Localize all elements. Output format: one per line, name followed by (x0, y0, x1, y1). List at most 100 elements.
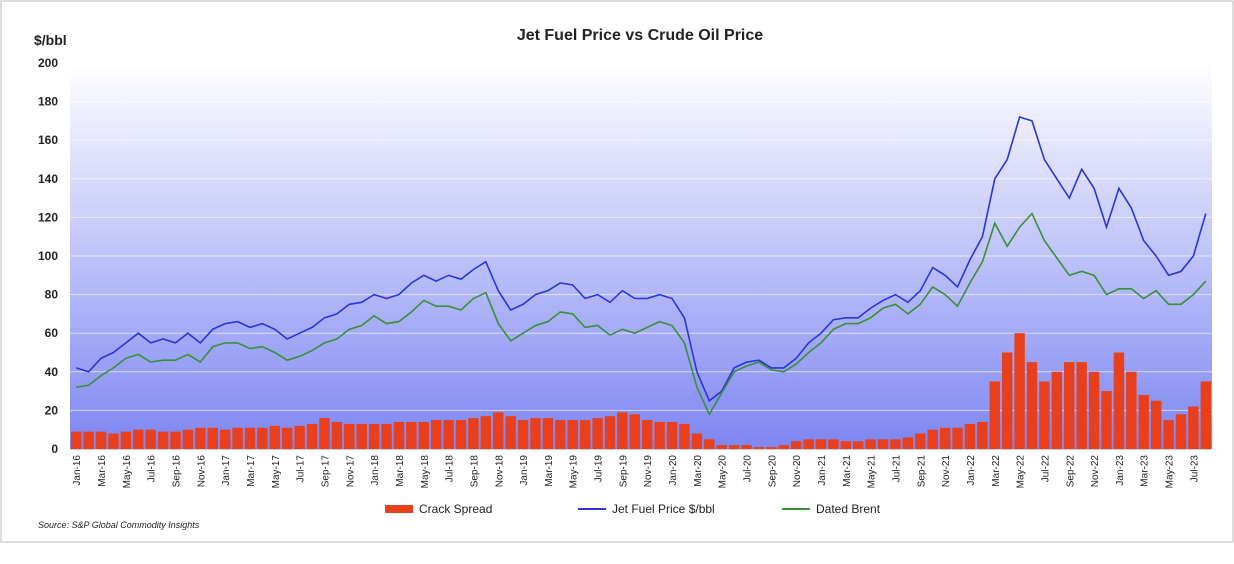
bar (493, 412, 504, 449)
x-tick-label: Nov-20 (792, 455, 803, 488)
x-tick-label: Mar-20 (693, 455, 704, 487)
x-tick-label: May-20 (718, 455, 729, 489)
bar (853, 441, 864, 449)
x-tick-label: Mar-21 (842, 455, 853, 487)
bar (344, 423, 355, 449)
x-tick-label: Mar-19 (544, 455, 555, 487)
bar (915, 433, 926, 449)
bar (182, 429, 194, 449)
bar (753, 447, 765, 449)
bar (443, 420, 454, 449)
bar (368, 423, 380, 449)
bar (890, 439, 901, 449)
bar (877, 439, 889, 449)
x-tick-label: Nov-18 (494, 455, 505, 488)
bar (108, 433, 119, 449)
bar (257, 427, 268, 449)
bar (629, 414, 641, 449)
bar (356, 423, 367, 449)
legend-swatch (385, 505, 413, 513)
x-tick-label: Sep-20 (767, 455, 778, 488)
y-tick-label: 180 (38, 95, 58, 109)
bar (1200, 381, 1212, 449)
bar (133, 429, 144, 449)
x-tick-label: May-18 (420, 455, 431, 489)
bar (1175, 414, 1187, 449)
x-tick-label: Sep-21 (916, 455, 927, 488)
x-tick-label: Jul-20 (743, 455, 754, 483)
bar (244, 427, 256, 449)
x-tick-label: Mar-23 (1140, 455, 1151, 487)
bar (1138, 394, 1149, 449)
bar (865, 439, 876, 449)
bar (666, 421, 678, 449)
y-tick-label: 20 (45, 403, 59, 417)
x-tick-label: Nov-17 (345, 455, 356, 488)
bar (1188, 406, 1199, 449)
x-tick-label: Sep-19 (618, 455, 629, 488)
bar (939, 427, 951, 449)
bar (691, 433, 703, 449)
x-tick-label: Nov-21 (941, 455, 952, 488)
legend-label: Jet Fuel Price $/bbl (612, 502, 715, 516)
x-tick-label: Sep-18 (469, 455, 480, 488)
y-tick-label: 100 (38, 249, 58, 263)
x-tick-label: Sep-17 (320, 455, 331, 488)
bar (393, 421, 405, 449)
bar (902, 437, 914, 449)
x-tick-label: Mar-17 (246, 455, 257, 487)
x-tick-label: Jul-21 (891, 455, 902, 483)
bar (952, 427, 963, 449)
legend-label: Dated Brent (816, 502, 881, 516)
bar (790, 441, 802, 449)
bar (95, 431, 107, 449)
bar (1064, 362, 1075, 449)
bar (1076, 362, 1087, 449)
x-tick-label: Jan-21 (817, 455, 828, 486)
legend-label: Crack Spread (419, 502, 492, 516)
bar (1014, 333, 1025, 449)
x-tick-label: Jul-23 (1189, 455, 1200, 483)
bar (1163, 420, 1174, 449)
bar (778, 445, 789, 449)
x-tick-label: Jul-19 (594, 455, 605, 483)
bar (579, 420, 591, 449)
x-tick-label: Jan-20 (668, 455, 679, 486)
x-tick-label: Jan-17 (221, 455, 232, 486)
bar (555, 420, 566, 449)
bar (964, 423, 976, 449)
bar (716, 445, 727, 449)
x-tick-label: Nov-22 (1090, 455, 1101, 488)
bar (704, 439, 715, 449)
bar (1150, 400, 1162, 449)
bar (641, 420, 653, 449)
bar (70, 431, 82, 449)
bar (1113, 352, 1125, 449)
x-tick-label: May-17 (271, 455, 282, 489)
bar (803, 439, 814, 449)
bar (430, 420, 442, 449)
bar (145, 429, 156, 449)
bar (741, 445, 752, 449)
bar (157, 431, 169, 449)
x-tick-label: May-21 (867, 455, 878, 489)
bar (83, 431, 94, 449)
bar (530, 418, 541, 449)
bar (977, 421, 988, 449)
bar (517, 420, 529, 449)
bar (1126, 371, 1137, 449)
x-tick-label: Jan-22 (966, 455, 977, 486)
y-tick-label: 60 (45, 326, 59, 340)
bar (120, 431, 132, 449)
bar (1001, 352, 1013, 449)
bar (306, 423, 318, 449)
x-tick-label: May-16 (122, 455, 133, 489)
bar (207, 427, 218, 449)
x-tick-label: Mar-22 (991, 455, 1002, 487)
bar (319, 418, 330, 449)
y-tick-label: 0 (51, 442, 58, 456)
bar (282, 427, 293, 449)
bar (294, 425, 305, 449)
bar (828, 439, 839, 449)
